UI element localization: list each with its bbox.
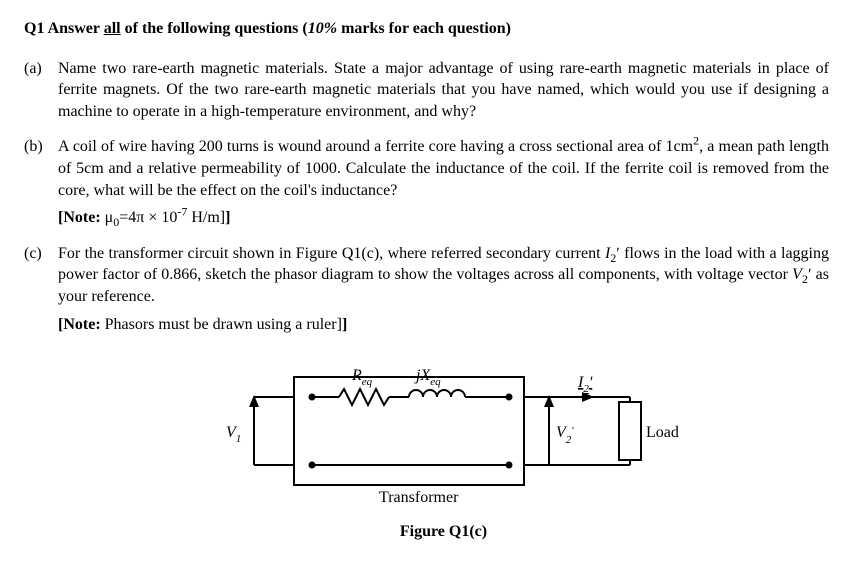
part-b: (b) A coil of wire having 200 turns is w… — [24, 136, 829, 228]
note-b-unit: H/m] — [187, 209, 225, 226]
question-title: Q1 Answer all of the following questions… — [24, 18, 829, 40]
dot-top-right — [505, 394, 512, 401]
part-b-label: (b) — [24, 136, 58, 228]
label-v1: V1 — [226, 424, 241, 445]
part-a-body: Name two rare-earth magnetic materials. … — [58, 58, 829, 123]
q1-suffix2: marks for each question) — [337, 20, 511, 37]
circuit-diagram: V1 Req jXeq I2ʹ V2ʹ Load Transformer — [194, 347, 694, 517]
label-req: Req — [351, 367, 373, 388]
dot-top-left — [308, 394, 315, 401]
note-b-eq: =4π × 10 — [119, 209, 177, 226]
note-b-prefix: [Note: — [58, 209, 105, 226]
load-box — [619, 402, 641, 460]
part-c-text1: For the transformer circuit shown in Fig… — [58, 245, 605, 262]
dot-bot-left — [308, 462, 315, 469]
part-c-note: [Note: Phasors must be drawn using a rul… — [58, 314, 829, 336]
resistor-req — [339, 389, 389, 405]
part-a: (a) Name two rare-earth magnetic materia… — [24, 58, 829, 123]
inductor-jxeq — [409, 390, 465, 397]
note-b-sup: -7 — [177, 205, 187, 219]
part-c-label: (c) — [24, 243, 58, 543]
q1-suffix: of the following questions ( — [121, 20, 308, 37]
label-jxeq: jXeq — [414, 367, 441, 388]
label-i2: I2ʹ — [577, 374, 593, 395]
label-v2: V2ʹ — [556, 424, 574, 446]
part-c: (c) For the transformer circuit shown in… — [24, 243, 829, 543]
q1-all: all — [104, 20, 121, 37]
figure-wrap: V1 Req jXeq I2ʹ V2ʹ Load Transformer Fig… — [58, 347, 829, 543]
figure-caption-text: Figure Q1(c) — [400, 523, 487, 540]
part-b-note: [Note: μ0=4π × 10-7 H/m]] — [58, 207, 829, 229]
part-b-body: A coil of wire having 200 turns is wound… — [58, 136, 829, 228]
q1-prefix: Q1 Answer — [24, 20, 104, 37]
note-c-text: Phasors must be drawn using a ruler] — [101, 316, 342, 333]
q1-marks: 10% — [308, 20, 337, 37]
part-c-body: For the transformer circuit shown in Fig… — [58, 243, 829, 543]
note-c-prefix: [Note: — [58, 316, 101, 333]
part-b-text1: A coil of wire having 200 turns is wound… — [58, 138, 693, 155]
label-transformer: Transformer — [379, 489, 459, 506]
part-a-label: (a) — [24, 58, 58, 123]
figure-caption: Figure Q1(c) — [58, 521, 829, 543]
dot-bot-right — [505, 462, 512, 469]
note-b-mu: μ — [105, 209, 114, 226]
label-load: Load — [646, 424, 679, 441]
v2-sym: V — [792, 266, 802, 283]
